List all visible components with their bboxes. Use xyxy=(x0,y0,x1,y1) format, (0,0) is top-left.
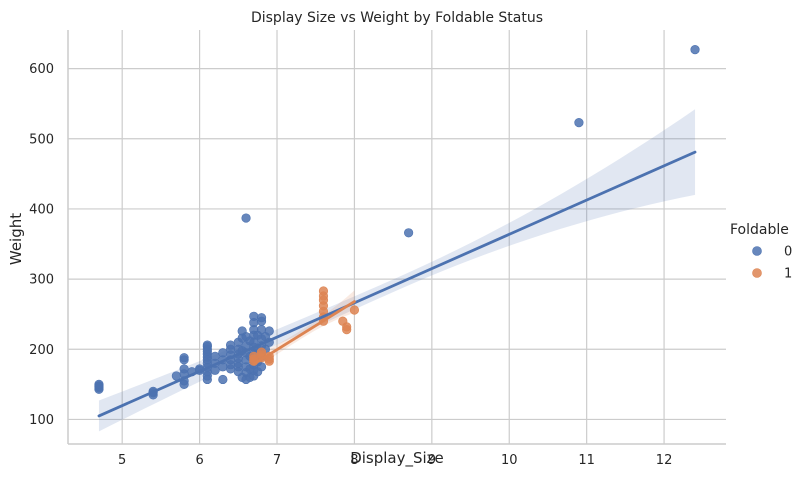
data-point xyxy=(249,351,259,361)
data-point xyxy=(241,213,251,223)
data-points xyxy=(94,45,700,400)
confidence-band-1 xyxy=(253,290,355,370)
x-tick-label: 10 xyxy=(501,453,518,468)
data-point xyxy=(94,379,104,389)
y-tick-label: 300 xyxy=(29,273,54,288)
axes xyxy=(67,30,726,445)
data-point xyxy=(690,45,700,55)
grid xyxy=(68,30,726,444)
regression-line-1 xyxy=(252,300,356,366)
legend-label-1: 1 xyxy=(784,267,792,282)
y-tick-label: 100 xyxy=(29,413,54,428)
x-axis-label: Display_Size xyxy=(350,449,444,468)
y-tick-label: 500 xyxy=(29,132,54,147)
legend-label-0: 0 xyxy=(784,245,792,260)
tick-labels: 5 6 7 8 9 10 11 12 100 200 300 400 500 600 xyxy=(29,62,672,468)
data-point xyxy=(179,364,189,374)
data-point xyxy=(349,305,360,315)
y-tick-label: 400 xyxy=(29,202,54,217)
data-point xyxy=(256,362,267,372)
data-point xyxy=(404,228,414,238)
x-tick-label: 11 xyxy=(578,453,595,468)
y-tick-label: 200 xyxy=(29,343,54,358)
legend: Foldable 01 xyxy=(730,222,792,282)
data-point xyxy=(264,326,274,336)
x-tick-label: 7 xyxy=(273,453,281,468)
data-point xyxy=(256,347,267,357)
data-point xyxy=(179,353,189,363)
data-point xyxy=(218,348,228,358)
legend-marker-1 xyxy=(752,268,762,278)
x-tick-label: 8 xyxy=(350,453,358,468)
y-axis-label: Weight xyxy=(7,213,25,265)
x-tick-label: 12 xyxy=(656,453,673,468)
data-point xyxy=(318,286,329,296)
x-tick-label: 6 xyxy=(195,453,203,468)
regression-line-0 xyxy=(97,150,697,418)
data-point xyxy=(574,118,584,128)
legend-title: Foldable xyxy=(730,222,789,238)
data-point xyxy=(225,340,236,350)
data-point xyxy=(210,351,220,361)
x-tick-label: 5 xyxy=(118,453,126,468)
data-point xyxy=(342,322,352,332)
legend-marker-0 xyxy=(752,246,762,256)
x-tick-label: 9 xyxy=(428,453,436,468)
data-point xyxy=(218,374,228,385)
data-point xyxy=(202,340,212,350)
regression-lines xyxy=(97,150,697,418)
data-point xyxy=(256,313,267,323)
data-point xyxy=(249,311,259,321)
y-tick-label: 600 xyxy=(29,62,54,77)
legend-items: 01 xyxy=(752,245,792,282)
chart-title: Display Size vs Weight by Foldable Statu… xyxy=(251,10,543,26)
